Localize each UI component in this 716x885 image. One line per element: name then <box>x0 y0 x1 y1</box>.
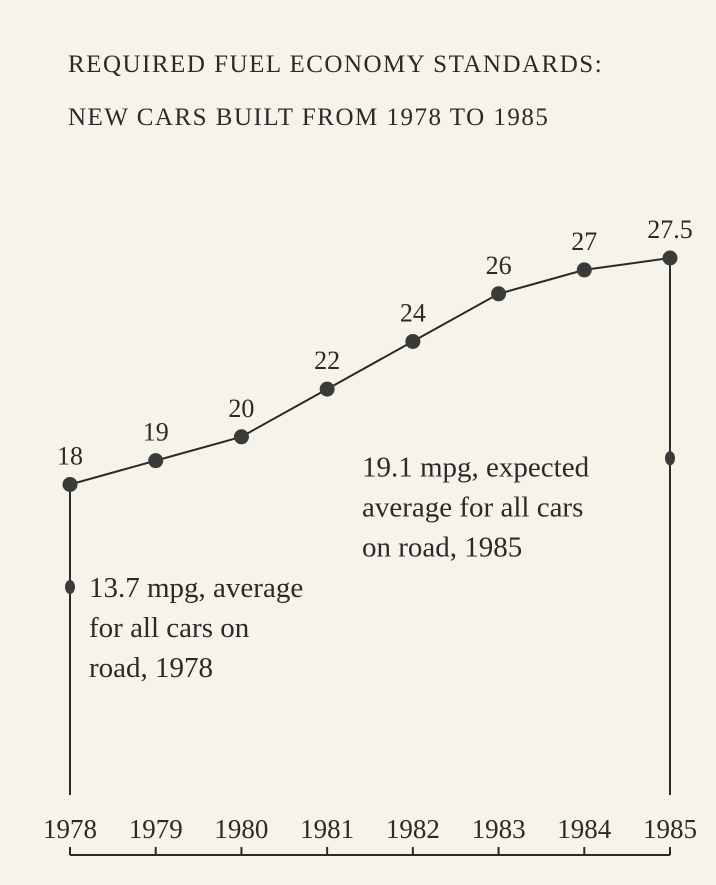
data-point-1979 <box>148 453 164 469</box>
annotations: 13.7 mpg, average for all cars on road, 19… <box>65 451 675 684</box>
value-label-1985: 27.5 <box>647 215 693 244</box>
value-labels: 18 19 20 22 24 26 27 27.5 <box>57 215 693 470</box>
annotation-marker-1985 <box>665 451 675 466</box>
x-tick-label-1982: 1982 <box>386 814 440 844</box>
value-label-1979: 19 <box>143 418 169 447</box>
data-points <box>62 250 678 492</box>
annotation-text-1978-line-1: 13.7 mpg, average <box>89 572 303 604</box>
annotation-text-1985-line-2: average for all cars <box>362 491 583 523</box>
annotation-text-1985-line-1: 19.1 mpg, expected <box>362 451 590 483</box>
series-line <box>69 257 671 486</box>
data-point-1980 <box>233 429 249 445</box>
drop-lines <box>69 258 671 795</box>
x-tick-label-1983: 1983 <box>472 814 526 844</box>
data-point-1981 <box>319 381 335 397</box>
value-label-1980: 20 <box>228 394 254 423</box>
chart-title-line-2: NEW CARS BUILT FROM 1978 TO 1985 <box>68 104 549 131</box>
value-label-1984: 27 <box>571 227 597 256</box>
data-point-1983 <box>491 286 507 302</box>
chart-title-line-1: REQUIRED FUEL ECONOMY STANDARDS: <box>68 51 603 78</box>
value-label-1982: 24 <box>400 298 426 327</box>
x-tick-label-1985: 1985 <box>643 814 697 844</box>
x-axis-tick-labels: 1978 1979 1980 1981 1982 1983 1984 1985 <box>43 814 697 844</box>
data-point-1985 <box>662 250 678 266</box>
annotation-text-1978-line-3: road, 1978 <box>89 652 213 684</box>
series-line-group <box>69 257 671 486</box>
chart-title: REQUIRED FUEL ECONOMY STANDARDS: NEW CAR… <box>68 51 603 131</box>
x-tick-label-1984: 1984 <box>557 814 612 844</box>
value-label-1983: 26 <box>486 251 512 280</box>
annotation-text-1978-line-2: for all cars on <box>89 612 250 644</box>
x-tick-label-1978: 1978 <box>43 814 97 844</box>
x-tick-label-1981: 1981 <box>300 814 354 844</box>
annotation-text-1985-line-3: on road, 1985 <box>362 531 522 563</box>
x-tick-label-1979: 1979 <box>129 814 183 844</box>
data-point-1978 <box>62 476 78 492</box>
x-axis <box>69 847 671 856</box>
annotation-marker-1978 <box>65 580 75 594</box>
data-point-1984 <box>576 262 592 278</box>
value-label-1978: 18 <box>57 441 83 470</box>
value-label-1981: 22 <box>314 346 340 375</box>
x-tick-label-1980: 1980 <box>214 814 268 844</box>
data-point-1982 <box>405 333 421 349</box>
